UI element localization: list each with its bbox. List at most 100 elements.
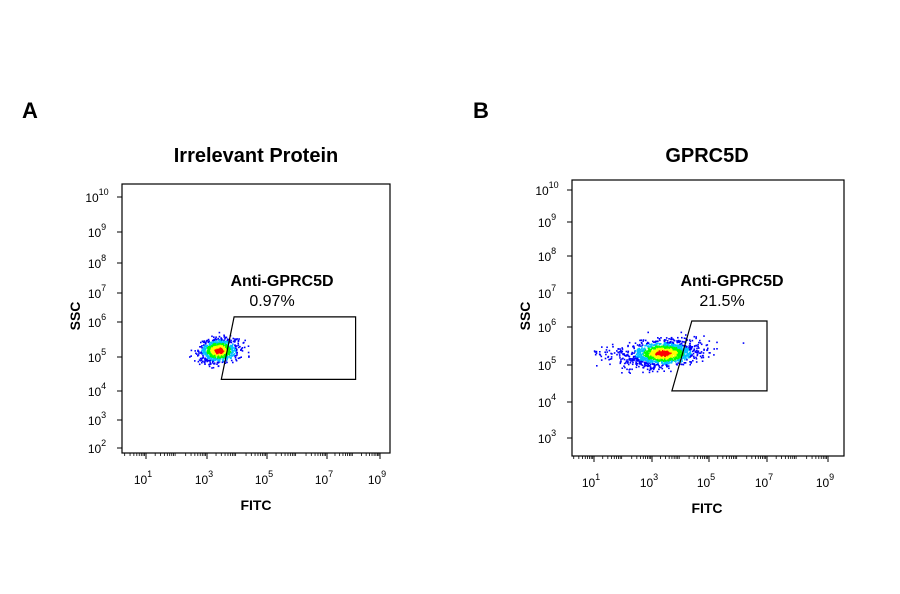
- scatter-point: [657, 346, 660, 349]
- scatter-point: [610, 352, 612, 355]
- scatter-point: [220, 341, 223, 344]
- scatter-point: [689, 345, 692, 348]
- y-tick-label: 104: [538, 392, 556, 410]
- scatter-point: [663, 339, 666, 341]
- scatter-point: [230, 352, 233, 355]
- scatter-point: [699, 342, 702, 344]
- scatter-point: [645, 362, 648, 365]
- panel-b: B GPRC5D 101 103 105 107 1091031041051061071…: [473, 98, 845, 516]
- scatter-point: [210, 349, 212, 352]
- scatter-point: [632, 361, 634, 364]
- scatter-point: [658, 348, 661, 350]
- scatter-point: [696, 354, 699, 357]
- scatter-point: [677, 344, 680, 347]
- scatter-point: [672, 350, 675, 352]
- y-tick-label: 104: [88, 381, 106, 399]
- scatter-point: [618, 353, 621, 355]
- scatter-point: [226, 357, 229, 359]
- scatter-point: [222, 350, 225, 352]
- scatter-point: [690, 362, 692, 364]
- scatter-point: [227, 349, 230, 351]
- scatter-point: [235, 347, 237, 350]
- scatter-point: [236, 338, 238, 340]
- scatter-point: [214, 337, 217, 340]
- scatter-point: [639, 348, 642, 351]
- scatter-point: [625, 355, 628, 357]
- scatter-point: [220, 337, 222, 339]
- scatter-point: [683, 350, 686, 353]
- scatter-point: [627, 344, 629, 347]
- scatter-point: [652, 366, 655, 369]
- scatter-point: [210, 355, 212, 358]
- scatter-point: [645, 359, 648, 361]
- scatter-point: [690, 361, 693, 363]
- scatter-point: [662, 353, 664, 355]
- scatter-point: [232, 354, 235, 356]
- scatter-point: [655, 345, 657, 347]
- scatter-point: [633, 346, 635, 348]
- scatter-point: [217, 359, 220, 362]
- scatter-point: [692, 352, 695, 355]
- scatter-point: [247, 351, 250, 354]
- scatter-point: [689, 339, 691, 341]
- scatter-point: [693, 345, 696, 348]
- scatter-point: [672, 359, 675, 362]
- scatter-point: [639, 352, 641, 355]
- scatter-point: [218, 361, 221, 363]
- scatter-point: [204, 361, 206, 364]
- scatter-point: [198, 359, 201, 361]
- scatter-point: [222, 354, 224, 357]
- scatter-point: [658, 359, 661, 362]
- scatter-point: [606, 351, 608, 353]
- scatter-point: [676, 340, 678, 342]
- scatter-point: [661, 352, 664, 354]
- scatter-point: [211, 335, 213, 338]
- scatter-point: [224, 348, 226, 351]
- scatter-point: [671, 344, 674, 346]
- scatter-point: [653, 352, 655, 355]
- scatter-point: [640, 341, 643, 344]
- scatter-point: [651, 346, 654, 349]
- gate-label: Anti-GPRC5D: [230, 273, 333, 290]
- scatter-point: [660, 357, 662, 360]
- scatter-point: [636, 350, 639, 353]
- scatter-point: [230, 344, 232, 347]
- y-tick-label: 107: [538, 283, 556, 301]
- scatter-point: [680, 361, 682, 363]
- scatter-point: [665, 346, 668, 349]
- scatter-point: [667, 347, 669, 350]
- scatter-point: [703, 348, 705, 351]
- scatter-point: [248, 355, 250, 357]
- scatter-point: [697, 351, 699, 354]
- scatter-point: [212, 339, 215, 342]
- scatter-point: [229, 348, 231, 350]
- scatter-point: [623, 358, 626, 361]
- y-tick-label: 107: [88, 283, 106, 301]
- scatter-point: [226, 355, 229, 358]
- scatter-point: [634, 350, 637, 352]
- scatter-point: [699, 339, 701, 342]
- scatter-point: [635, 361, 637, 364]
- scatter-point: [670, 336, 673, 339]
- scatter-point: [687, 354, 690, 357]
- scatter-point: [663, 343, 666, 346]
- scatter-point: [713, 354, 715, 356]
- scatter-point: [667, 351, 669, 353]
- scatter-point: [599, 354, 602, 356]
- scatter-point: [682, 357, 685, 359]
- scatter-point: [657, 362, 659, 365]
- scatter-point: [666, 360, 668, 362]
- scatter-point: [629, 360, 632, 362]
- scatter-point: [665, 348, 668, 351]
- scatter-point: [657, 349, 659, 352]
- scatter-point: [204, 344, 206, 346]
- scatter-point: [657, 347, 660, 350]
- scatter-point: [223, 357, 225, 359]
- scatter-point: [708, 340, 711, 342]
- scatter-point: [214, 353, 216, 356]
- scatter-point: [235, 359, 238, 362]
- scatter-point: [654, 357, 656, 360]
- scatter-point: [674, 355, 677, 357]
- scatter-point: [619, 362, 622, 365]
- scatter-point: [653, 353, 655, 356]
